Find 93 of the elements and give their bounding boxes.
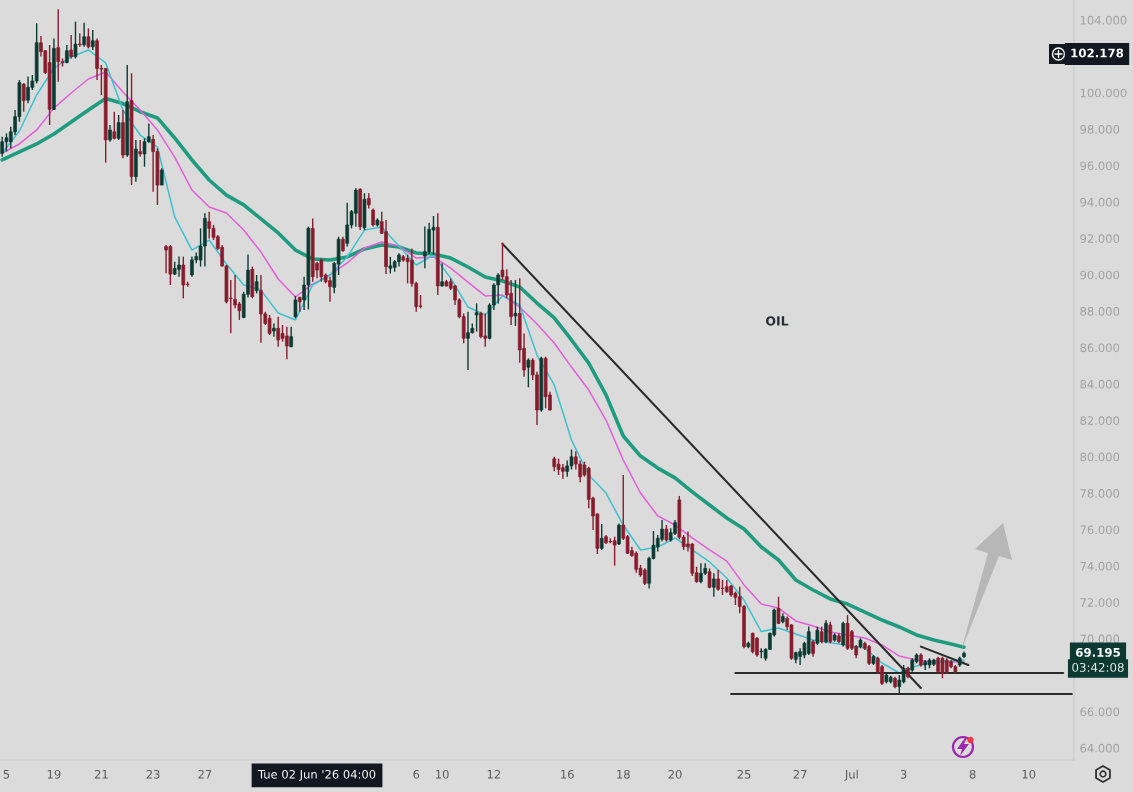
x-tick-label: 10: [436, 769, 449, 779]
x-tick-label: 27: [198, 769, 212, 779]
y-tick-label: 96.000: [1080, 161, 1120, 171]
candlestick: [599, 523, 604, 551]
candlestick: [21, 82, 26, 113]
annotation: 102.178: [1071, 48, 1124, 58]
x-tick-label: 3: [900, 769, 907, 779]
candlestick: [841, 620, 846, 648]
y-tick-label: 66.000: [1080, 707, 1120, 717]
x-tick-label: 27: [793, 769, 807, 779]
y-tick-label: 86.000: [1080, 343, 1120, 353]
candlestick: [90, 29, 95, 51]
candlestick: [483, 312, 488, 348]
x-tick-label: 23: [146, 769, 160, 779]
y-tick-label: 88.000: [1080, 307, 1120, 316]
candlestick: [526, 357, 531, 388]
y-tick-label: 70.000: [1080, 634, 1120, 644]
y-tick-label: 84.000: [1080, 379, 1120, 389]
candlestick: [272, 322, 276, 338]
y-tick-label: 74.000: [1080, 561, 1120, 571]
candlestick: [699, 562, 703, 584]
candlestick: [207, 210, 212, 240]
x-tick-label: 5: [3, 770, 10, 779]
x-tick-label: 20: [668, 769, 682, 779]
y-tick-label: 64.000: [1080, 743, 1120, 753]
candlestick: [806, 625, 811, 656]
candlestick: [73, 20, 78, 60]
candlestick: [776, 596, 781, 625]
y-tick-label: 72.000: [1080, 598, 1120, 607]
candlestick: [82, 22, 86, 48]
x-tick-label: 16: [561, 769, 574, 779]
y-tick-label: 100.000: [1080, 88, 1127, 98]
candlestick: [440, 262, 444, 288]
x-tick-label: 8: [969, 769, 976, 779]
x-tick-label: 12: [487, 769, 501, 779]
candlestick: [474, 302, 479, 333]
candlestick: [112, 111, 117, 141]
candlestick: [660, 519, 664, 543]
y-tick-label: 94.000: [1080, 197, 1120, 207]
candlestick: [901, 664, 906, 685]
candlestick: [371, 207, 375, 228]
annotation: OIL: [766, 316, 789, 326]
y-tick-label: 82.000: [1080, 416, 1120, 425]
candlestick: [755, 636, 759, 658]
y-tick-label: 92.000: [1080, 234, 1120, 243]
candlestick: [86, 27, 91, 50]
candlestick: [634, 550, 639, 574]
candlestick: [612, 536, 617, 567]
candlestick: [116, 114, 121, 141]
candlestick: [164, 244, 168, 275]
candlestick: [940, 655, 945, 679]
candlestick: [867, 644, 871, 666]
y-tick-label: 80.000: [1080, 452, 1120, 462]
text: 69.195: [1075, 647, 1120, 657]
candlestick: [254, 274, 259, 295]
x-tick-label: 25: [737, 769, 751, 779]
candlestick: [276, 315, 281, 348]
candlestick: [423, 225, 427, 269]
candlestick: [190, 255, 194, 278]
y-tick-label: 76.000: [1080, 525, 1120, 535]
candlestick: [513, 279, 518, 327]
candlestick: [56, 8, 61, 83]
annotation: 03:42:08: [1072, 662, 1124, 672]
candlestick: [466, 311, 470, 371]
candlestick: [712, 572, 716, 598]
candlestick: [319, 257, 324, 283]
candlestick: [431, 215, 436, 256]
x-tick-label: Jul: [844, 769, 858, 781]
candlestick: [328, 275, 332, 303]
x-tick-label: 19: [47, 769, 61, 779]
candlestick: [267, 314, 272, 336]
x-tick-label: 10: [1022, 769, 1036, 779]
candlestick: [479, 311, 483, 340]
candlestick: [181, 255, 186, 299]
x-tick-label: Tue 02 Jun '26 04:00: [257, 769, 376, 781]
candlestick: [345, 202, 350, 248]
y-tick-label: 78.000: [1080, 489, 1120, 498]
x-tick-label: 21: [94, 769, 108, 779]
candlestick: [824, 619, 828, 645]
x-tick-label: 18: [617, 769, 630, 779]
y-tick-label: 98.000: [1080, 125, 1120, 134]
candlestick: [259, 274, 263, 344]
x-tick-label: 6: [413, 769, 420, 779]
candlestick: [828, 620, 833, 645]
y-tick-label: 104.000: [1080, 15, 1127, 25]
candlestick: [69, 34, 73, 60]
candlestick: [293, 295, 298, 319]
candlestick: [138, 139, 142, 158]
candlestick: [26, 75, 30, 105]
y-tick-label: 90.000: [1080, 270, 1120, 280]
candlestick: [177, 255, 181, 278]
candlestick: [815, 625, 820, 646]
candlestick: [4, 132, 9, 153]
